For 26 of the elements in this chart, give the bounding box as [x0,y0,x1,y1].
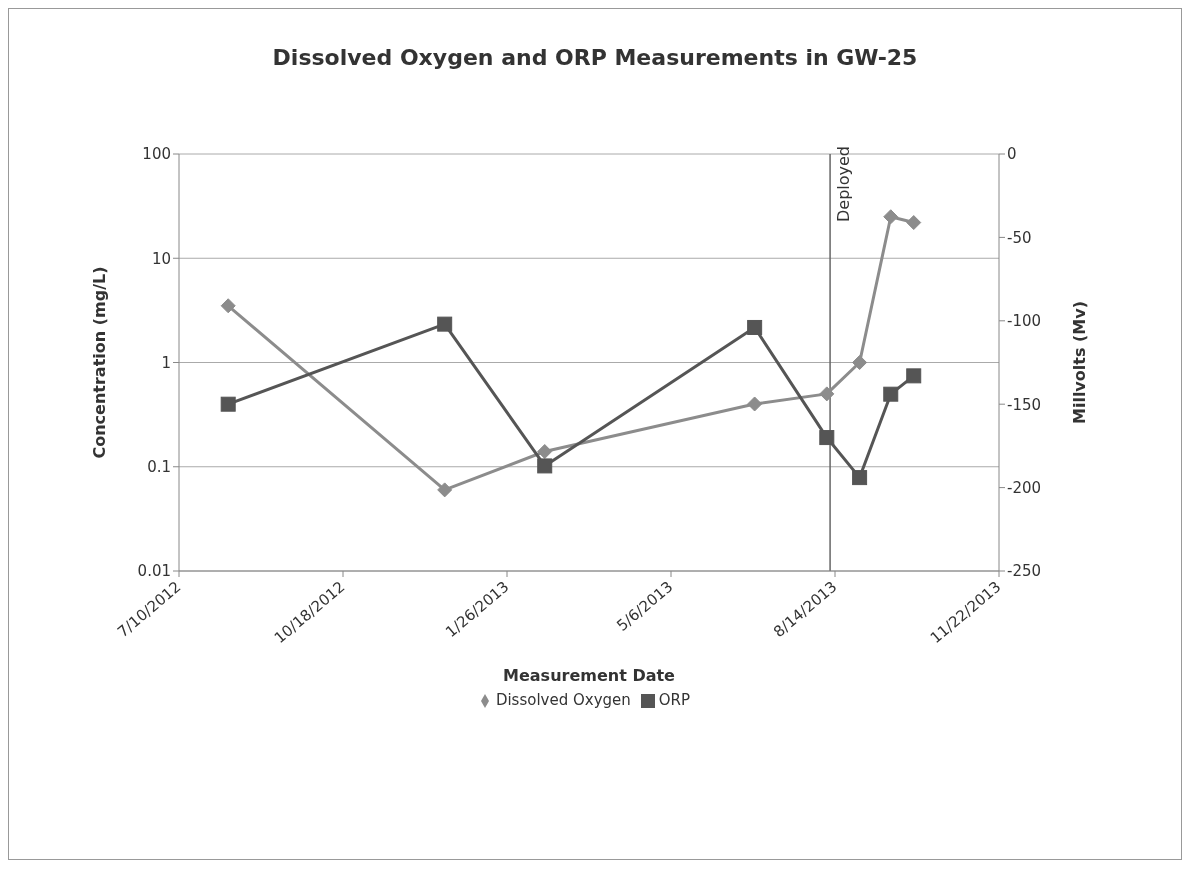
point [537,444,553,460]
y-tick-label: 100 [142,145,171,164]
y2-tick-label: -150 [1007,395,1042,414]
legend-label: ORP [658,691,691,709]
ref-line-label: Deployed [834,145,854,222]
y2-tick-label: -100 [1007,312,1042,331]
y2-tick-label: -200 [1007,478,1042,497]
y-tick-label: 0.1 [147,458,171,477]
point [747,396,763,412]
y2-tick-label: -250 [1007,562,1042,581]
y2-axis-title: Millvolts (Mv) [1069,301,1089,424]
point [852,355,868,370]
x-axis-title: Measurement Date [503,666,676,685]
point [906,215,922,231]
y-tick-label: 0.01 [137,562,171,581]
y2-tick-label: -50 [1007,228,1032,247]
point [883,209,899,225]
legend-label: Dissolved Oxygen [495,691,631,709]
chart-title: Dissolved Oxygen and ORP Measurements in GW-25 [271,45,919,70]
y-tick-label: 1 [161,353,171,372]
point [220,298,236,314]
point [819,386,835,402]
y-tick-label: 10 [151,249,171,268]
point [437,482,453,498]
y-axis-title: Concentration (mg/L) [89,266,109,459]
y2-tick-label: 0 [1007,145,1017,164]
